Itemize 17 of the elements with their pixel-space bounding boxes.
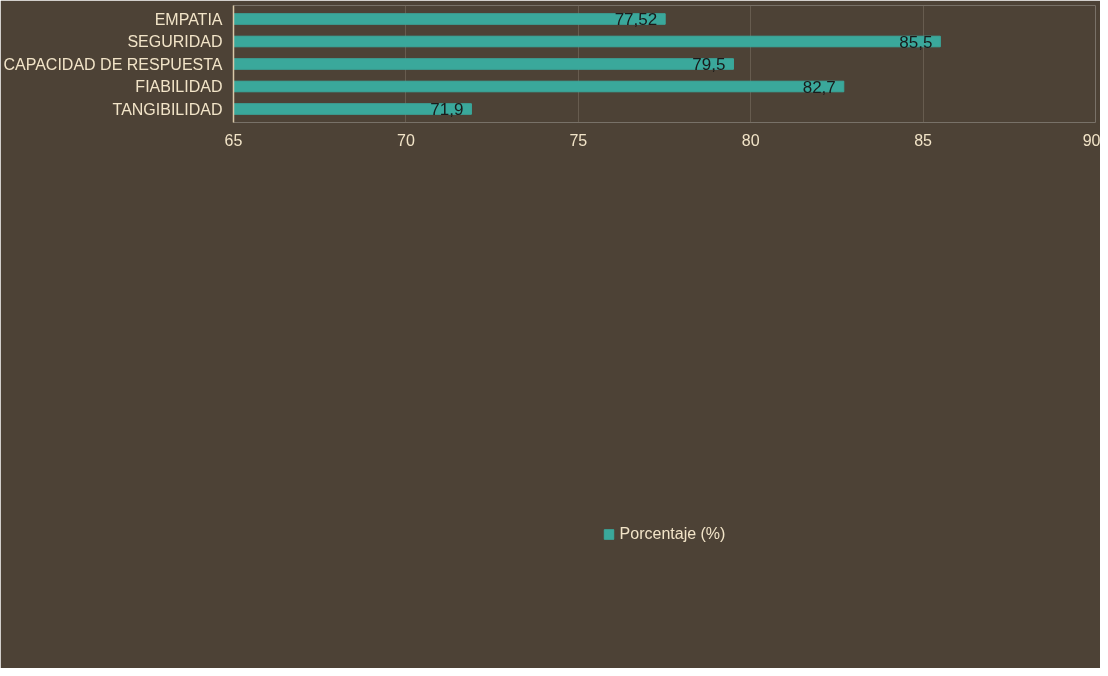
x-tick-label: 70 (397, 131, 415, 149)
data-label: 71,9 (430, 100, 464, 119)
data-label: 77,52 (614, 10, 658, 29)
y-tick-label: EMPATIA (154, 10, 223, 28)
y-tick-label: CAPACIDAD DE RESPUESTA (3, 55, 223, 73)
x-tick-label: 65 (224, 131, 243, 149)
x-tick-label: 90 (1082, 131, 1101, 149)
data-label: 85,5 (899, 32, 933, 52)
legend-label: Porcentaje (%) (619, 524, 726, 543)
x-tick-label: 80 (741, 131, 760, 149)
y-tick-label: TANGIBILIDAD (112, 100, 223, 118)
data-label: 79,5 (692, 55, 726, 74)
data-label: 82,7 (802, 77, 836, 97)
x-tick-label: 85 (914, 131, 933, 149)
y-tick-label: SEGURIDAD (127, 33, 223, 50)
x-tick-label: 75 (569, 131, 588, 149)
y-tick-label: FIABILIDAD (135, 78, 223, 95)
